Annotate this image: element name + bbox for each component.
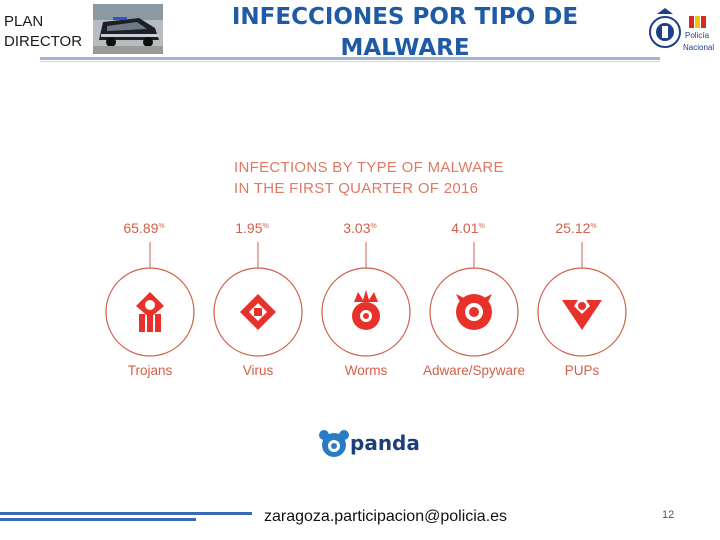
percent-sign: % <box>479 223 485 230</box>
plan-label-line2: DIRECTOR <box>4 33 83 50</box>
virus-icon <box>240 294 276 330</box>
panda-logo-text: panda <box>350 431 420 455</box>
category-label: Trojans <box>128 363 173 378</box>
page-number: 12 <box>662 509 675 521</box>
value-label: 65.89% <box>123 220 164 236</box>
category-label: PUPs <box>565 363 600 378</box>
footer-email: zaragoza.participacion@policia.es <box>264 508 508 525</box>
trojan-icon <box>136 292 164 332</box>
page-title-line1: INFECCIONES POR TIPO DE <box>231 4 579 30</box>
value-label: 25.12% <box>555 220 596 236</box>
chart-title-line1: INFECTIONS BY TYPE OF MALWARE <box>234 159 504 176</box>
plan-director-label: PLAN DIRECTOR <box>4 12 82 52</box>
category-label: Virus <box>243 363 274 378</box>
category-label: Worms <box>345 363 388 378</box>
percent-sign: % <box>590 223 596 230</box>
percent-sign: % <box>158 223 164 230</box>
pup-icon <box>562 294 602 330</box>
policia-nacional-logo: Policía Nacional <box>649 8 714 52</box>
category-label: Adware/Spyware <box>423 363 525 378</box>
police-car-image <box>93 4 163 54</box>
chart-title-line2: IN THE FIRST QUARTER OF 2016 <box>234 180 478 197</box>
page-title-line2: MALWARE <box>340 35 470 61</box>
crest-text-line2: Nacional <box>683 43 714 52</box>
value-label: 4.01% <box>451 220 484 236</box>
header-divider-thin <box>40 61 660 62</box>
header-divider <box>40 57 660 60</box>
malware-infections-chart: INFECTIONS BY TYPE OF MALWARE IN THE FIR… <box>105 159 627 378</box>
worm-icon <box>352 290 380 330</box>
page-title: INFECCIONES POR TIPO DE MALWARE <box>210 2 600 64</box>
panda-logo: panda <box>319 430 420 457</box>
adware-icon <box>456 294 492 330</box>
value-label: 3.03% <box>343 220 376 236</box>
crest-text-line1: Policía <box>685 31 710 40</box>
value-label: 1.95% <box>235 220 268 236</box>
plan-label-line1: PLAN <box>4 13 44 30</box>
percent-sign: % <box>263 223 269 230</box>
footer-line-short <box>0 518 196 521</box>
percent-sign: % <box>371 223 377 230</box>
footer-line-long <box>0 512 252 515</box>
